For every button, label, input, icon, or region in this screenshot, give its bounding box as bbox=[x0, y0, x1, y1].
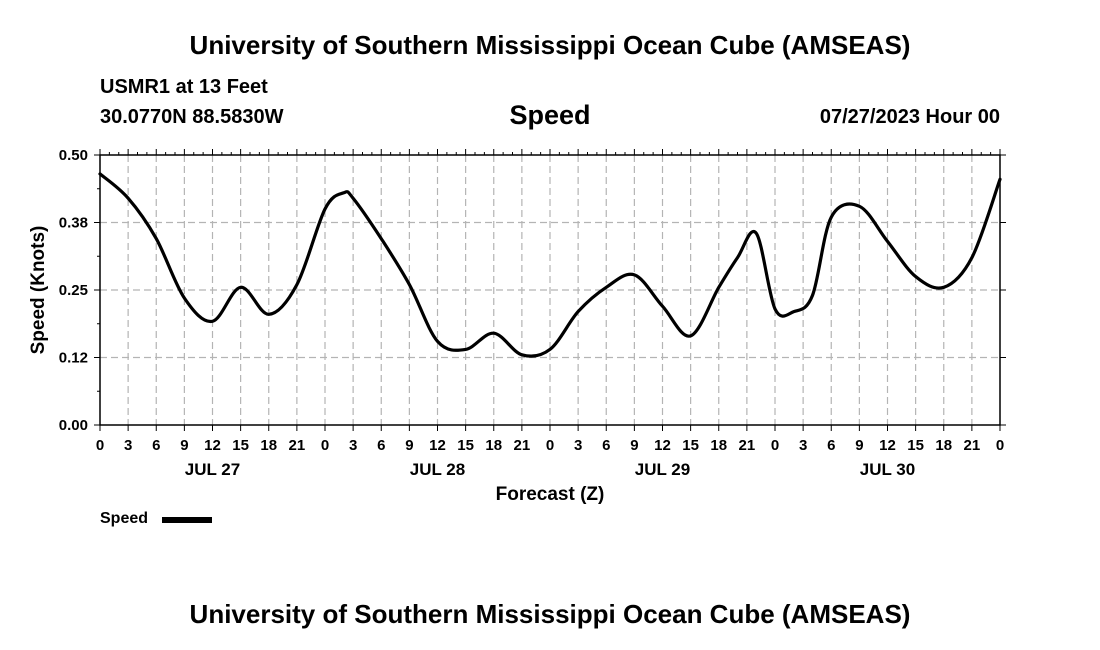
series-line-speed bbox=[98, 172, 1002, 358]
x-tick-label: 18 bbox=[935, 437, 952, 454]
x-tick-label: 0 bbox=[321, 437, 329, 454]
legend-label: Speed bbox=[100, 510, 149, 527]
x-tick-label: 21 bbox=[514, 437, 531, 454]
x-tick-label: 3 bbox=[574, 437, 582, 454]
x-tick-label: 18 bbox=[485, 437, 502, 454]
x-tick-label: 18 bbox=[710, 437, 727, 454]
x-tick-label: 0 bbox=[771, 437, 779, 454]
footer-title: University of Southern Mississippi Ocean… bbox=[189, 599, 911, 629]
x-tick-label: 9 bbox=[405, 437, 413, 454]
x-tick-label: 3 bbox=[124, 437, 132, 454]
day-label: JUL 28 bbox=[410, 460, 465, 479]
x-tick-label: 18 bbox=[260, 437, 277, 454]
x-tick-label: 15 bbox=[907, 437, 924, 454]
series-layer bbox=[98, 172, 1002, 358]
plot-frame bbox=[99, 154, 1001, 426]
x-tick-label: 9 bbox=[630, 437, 638, 454]
x-tick-label: 6 bbox=[602, 437, 610, 454]
forecast-run-time: 07/27/2023 Hour 00 bbox=[819, 106, 1000, 128]
x-tick-label: 12 bbox=[204, 437, 221, 454]
x-tick-label: 0 bbox=[996, 437, 1004, 454]
day-label: JUL 30 bbox=[860, 460, 915, 479]
x-tick-label: 21 bbox=[289, 437, 306, 454]
chart-title: Speed bbox=[509, 100, 591, 130]
x-axis-label: Forecast (Z) bbox=[496, 484, 605, 505]
x-tick-label: 12 bbox=[654, 437, 671, 454]
y-tick-label: 0.00 bbox=[59, 417, 88, 434]
legend-swatch bbox=[162, 517, 212, 523]
x-tick-label: 15 bbox=[232, 437, 249, 454]
x-tick-label: 9 bbox=[180, 437, 188, 454]
x-tick-label: 0 bbox=[546, 437, 554, 454]
day-label: JUL 27 bbox=[185, 460, 240, 479]
y-tick-label: 0.38 bbox=[59, 215, 88, 232]
x-tick-label: 0 bbox=[96, 437, 104, 454]
y-tick-label: 0.12 bbox=[59, 350, 88, 367]
y-tick-label: 0.50 bbox=[59, 147, 88, 164]
station-label: USMR1 at 13 Feet bbox=[100, 76, 268, 98]
axis-labels: 0 3 6 9 12 15 18 21 0 3 6 9 12 15 18 21 0 3 6 9 12 15 18 21 0 3 6 9… bbox=[59, 147, 1004, 479]
y-axis-label: Speed (Knots) bbox=[28, 226, 49, 355]
x-tick-label: 15 bbox=[682, 437, 699, 454]
x-tick-label: 12 bbox=[429, 437, 446, 454]
x-tick-label: 6 bbox=[827, 437, 835, 454]
x-tick-label: 12 bbox=[879, 437, 896, 454]
x-tick-label: 21 bbox=[739, 437, 756, 454]
station-coordinates: 30.0770N 88.5830W bbox=[100, 106, 284, 128]
x-tick-label: 9 bbox=[855, 437, 863, 454]
x-tick-label: 21 bbox=[964, 437, 981, 454]
x-tick-label: 15 bbox=[457, 437, 474, 454]
report-title: University of Southern Mississippi Ocean… bbox=[189, 30, 911, 60]
y-tick-label: 0.25 bbox=[59, 282, 88, 299]
day-label: JUL 29 bbox=[635, 460, 690, 479]
x-tick-label: 6 bbox=[152, 437, 160, 454]
x-tick-label: 3 bbox=[799, 437, 807, 454]
x-tick-label: 3 bbox=[349, 437, 357, 454]
x-tick-label: 6 bbox=[377, 437, 385, 454]
